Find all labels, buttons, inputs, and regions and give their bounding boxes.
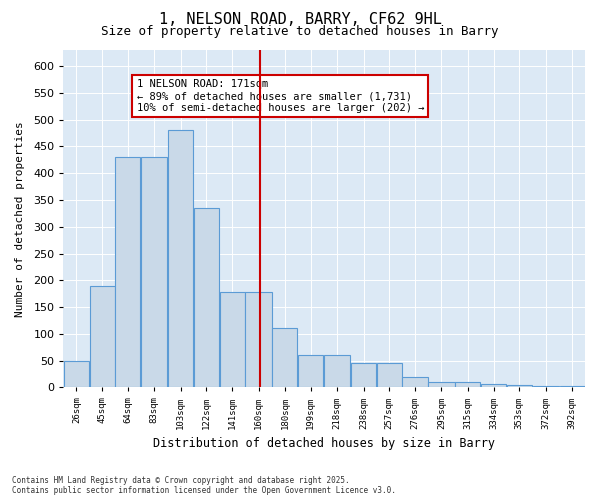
Bar (351, 364, 376, 388)
Y-axis label: Number of detached properties: Number of detached properties (15, 121, 25, 316)
Bar (168, 130, 193, 388)
Bar (64, 360, 89, 388)
Bar (141, 157, 167, 388)
Bar (194, 208, 219, 388)
Bar (428, 382, 455, 388)
X-axis label: Distribution of detached houses by size in Barry: Distribution of detached houses by size … (153, 437, 495, 450)
Bar (245, 292, 272, 388)
Text: 1, NELSON ROAD, BARRY, CF62 9HL: 1, NELSON ROAD, BARRY, CF62 9HL (158, 12, 442, 28)
Bar (220, 292, 245, 388)
Text: Size of property relative to detached houses in Barry: Size of property relative to detached ho… (101, 25, 499, 38)
Text: Contains HM Land Registry data © Crown copyright and database right 2025.
Contai: Contains HM Land Registry data © Crown c… (12, 476, 396, 495)
Text: 1 NELSON ROAD: 171sqm
← 89% of detached houses are smaller (1,731)
10% of semi-d: 1 NELSON ROAD: 171sqm ← 89% of detached … (137, 80, 424, 112)
Bar (455, 382, 481, 388)
Bar (533, 386, 559, 388)
Bar (298, 356, 323, 388)
Bar (481, 384, 506, 388)
Bar (377, 364, 402, 388)
Bar (89, 286, 115, 388)
Bar (403, 376, 428, 388)
Bar (560, 386, 584, 388)
Bar (272, 328, 298, 388)
Bar (324, 356, 350, 388)
Bar (115, 157, 140, 388)
Bar (507, 384, 532, 388)
